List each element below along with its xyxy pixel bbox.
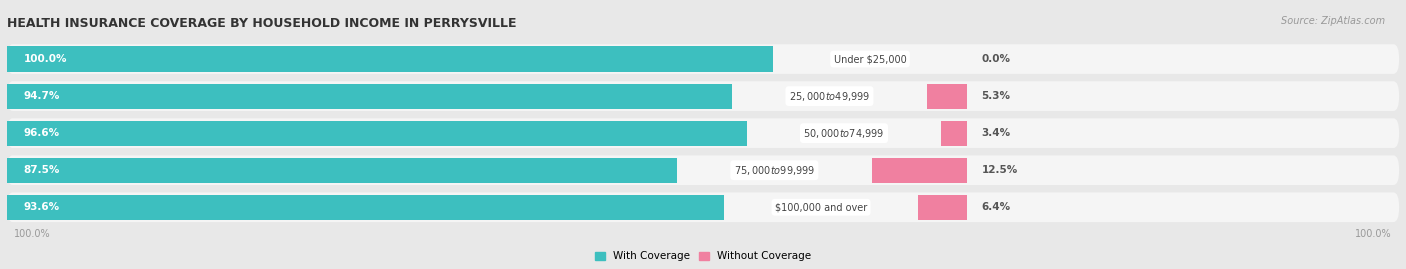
Text: 3.4%: 3.4%	[981, 128, 1011, 138]
Text: $75,000 to $99,999: $75,000 to $99,999	[734, 164, 815, 177]
Bar	[918, 195, 967, 220]
Bar	[872, 158, 967, 183]
Bar	[7, 121, 747, 146]
FancyBboxPatch shape	[7, 44, 1399, 74]
Text: 94.7%: 94.7%	[24, 91, 60, 101]
Text: $25,000 to $49,999: $25,000 to $49,999	[789, 90, 870, 102]
Text: Source: ZipAtlas.com: Source: ZipAtlas.com	[1281, 16, 1385, 26]
Text: 12.5%: 12.5%	[981, 165, 1018, 175]
FancyBboxPatch shape	[7, 81, 1399, 111]
Legend: With Coverage, Without Coverage: With Coverage, Without Coverage	[595, 252, 811, 261]
FancyBboxPatch shape	[7, 118, 1399, 148]
Bar	[942, 121, 967, 146]
Text: 6.4%: 6.4%	[981, 202, 1011, 212]
Text: 96.6%: 96.6%	[24, 128, 60, 138]
FancyBboxPatch shape	[7, 192, 1399, 222]
Text: 100.0%: 100.0%	[14, 229, 51, 239]
Text: 87.5%: 87.5%	[24, 165, 60, 175]
Text: 0.0%: 0.0%	[981, 54, 1011, 64]
Text: 100.0%: 100.0%	[24, 54, 67, 64]
Text: $50,000 to $74,999: $50,000 to $74,999	[803, 127, 884, 140]
Text: $100,000 and over: $100,000 and over	[775, 202, 868, 212]
Bar	[7, 47, 773, 72]
Text: Under $25,000: Under $25,000	[834, 54, 907, 64]
Bar	[7, 83, 733, 109]
Text: HEALTH INSURANCE COVERAGE BY HOUSEHOLD INCOME IN PERRYSVILLE: HEALTH INSURANCE COVERAGE BY HOUSEHOLD I…	[7, 17, 516, 30]
Text: 93.6%: 93.6%	[24, 202, 60, 212]
FancyBboxPatch shape	[7, 155, 1399, 185]
Text: 100.0%: 100.0%	[1355, 229, 1392, 239]
Bar	[7, 195, 724, 220]
Bar	[7, 158, 676, 183]
Text: 5.3%: 5.3%	[981, 91, 1011, 101]
Bar	[927, 83, 967, 109]
